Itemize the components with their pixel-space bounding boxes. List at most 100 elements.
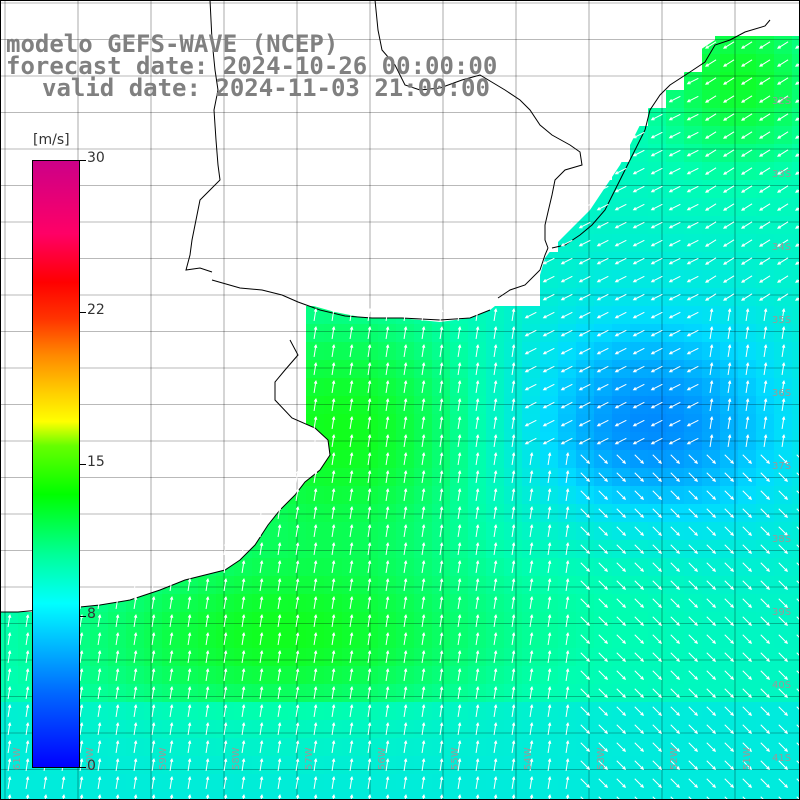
wind-arrow-head bbox=[632, 333, 637, 337]
wind-arrow bbox=[724, 508, 734, 518]
wind-arrow-head bbox=[547, 793, 552, 799]
wind-arrow bbox=[795, 117, 800, 121]
wind-arrow bbox=[615, 383, 627, 391]
wind-arrow bbox=[313, 740, 317, 754]
wind-arrow bbox=[688, 778, 698, 788]
wind-arrow-head bbox=[596, 279, 601, 283]
wind-arrow bbox=[313, 632, 317, 646]
wind-arrow bbox=[633, 329, 645, 337]
wind-arrow bbox=[634, 760, 644, 770]
wind-arrow bbox=[457, 578, 461, 592]
wind-arrow bbox=[529, 506, 533, 520]
wind-arrow-head bbox=[658, 586, 663, 591]
wind-arrow bbox=[223, 704, 227, 718]
wind-arrow-head bbox=[529, 757, 534, 763]
wind-arrow-head bbox=[705, 189, 709, 193]
wind-arrow bbox=[97, 596, 101, 610]
wind-arrow bbox=[349, 740, 353, 754]
wind-arrow bbox=[403, 578, 407, 592]
wind-arrow bbox=[494, 794, 497, 800]
wind-arrow-head bbox=[187, 649, 192, 655]
wind-arrow bbox=[745, 434, 749, 448]
wind-arrow-head bbox=[331, 469, 336, 475]
wind-arrow-head bbox=[25, 793, 30, 799]
wind-arrow-head bbox=[421, 361, 426, 367]
wind-arrow bbox=[687, 383, 699, 391]
wind-arrow-head bbox=[650, 135, 655, 139]
wind-arrow-head bbox=[493, 667, 498, 673]
wind-arrow-head bbox=[766, 658, 771, 663]
wind-arrow-head bbox=[766, 640, 771, 645]
wind-arrow bbox=[561, 383, 573, 391]
wind-arrow-head bbox=[421, 415, 426, 421]
wind-arrow bbox=[724, 742, 734, 752]
wind-arrow-head bbox=[668, 315, 673, 319]
wind-arrow bbox=[313, 596, 317, 610]
wind-arrow bbox=[615, 185, 627, 193]
wind-arrow bbox=[349, 776, 353, 790]
wind-arrow-head bbox=[349, 433, 354, 439]
longitude-label: 55W bbox=[450, 747, 461, 770]
wind-arrow-head bbox=[586, 568, 591, 573]
wind-arrow-head bbox=[759, 81, 763, 85]
wind-arrow bbox=[633, 275, 645, 283]
longitude-label: 60W bbox=[85, 747, 96, 770]
wind-arrow bbox=[777, 239, 789, 247]
wind-arrow bbox=[313, 506, 317, 520]
wind-arrow bbox=[331, 686, 335, 700]
wind-arrow-head bbox=[727, 307, 732, 313]
wind-arrow-head bbox=[586, 658, 591, 663]
wind-arrow bbox=[727, 308, 731, 322]
wind-arrow bbox=[651, 185, 663, 193]
wind-arrow-head bbox=[223, 595, 228, 601]
wind-arrow-head bbox=[730, 640, 735, 645]
wind-arrow-head bbox=[668, 387, 673, 391]
wind-arrow-head bbox=[7, 721, 12, 727]
longitude-labels: 61W 60W 59W 58W 57W 56W 55W 54W 53W 52W 51W bbox=[12, 747, 753, 770]
longitude-label: 54W bbox=[523, 747, 534, 770]
wind-arrow bbox=[547, 524, 551, 538]
wind-arrow-head bbox=[795, 243, 799, 247]
wind-arrow-head bbox=[403, 325, 408, 331]
wind-arrow bbox=[651, 347, 663, 355]
wind-arrow-head bbox=[712, 568, 717, 573]
wind-arrow bbox=[633, 311, 645, 319]
wind-arrow bbox=[403, 524, 407, 538]
wind-arrow-head bbox=[640, 550, 645, 555]
wind-arrow-head bbox=[313, 505, 318, 511]
wind-arrow bbox=[579, 419, 591, 427]
wind-arrow bbox=[475, 488, 479, 502]
wind-arrow-head bbox=[668, 171, 673, 175]
wind-arrow bbox=[511, 380, 515, 394]
wind-arrow bbox=[277, 506, 281, 520]
wind-arrow-head bbox=[493, 343, 498, 349]
wind-arrow bbox=[512, 794, 515, 800]
wind-arrow-head bbox=[578, 279, 583, 283]
wind-arrow bbox=[277, 776, 281, 790]
wind-arrow-head bbox=[741, 45, 745, 49]
wind-arrow bbox=[724, 796, 729, 800]
wind-arrow-head bbox=[614, 171, 619, 175]
wind-arrow bbox=[331, 596, 335, 610]
wind-arrow-head bbox=[385, 685, 390, 691]
wind-arrow-head bbox=[614, 333, 619, 337]
wind-arrow bbox=[706, 706, 716, 716]
wind-arrow-head bbox=[133, 703, 138, 709]
wind-arrow bbox=[403, 542, 407, 556]
wind-arrow-head bbox=[709, 415, 714, 421]
wind-arrow bbox=[331, 632, 335, 646]
wind-arrow-head bbox=[547, 757, 552, 763]
wind-arrow-head bbox=[748, 784, 753, 789]
wind-arrow-head bbox=[622, 568, 627, 573]
wind-arrow bbox=[579, 221, 591, 229]
wind-arrow bbox=[367, 722, 371, 736]
colorbar-unit: [m/s] bbox=[33, 132, 70, 148]
wind-arrow bbox=[313, 470, 317, 484]
wind-arrow-head bbox=[694, 748, 699, 753]
wind-arrow bbox=[79, 758, 83, 772]
wind-arrow-head bbox=[622, 640, 627, 645]
wind-arrow bbox=[421, 614, 425, 628]
wind-arrow-head bbox=[586, 784, 591, 789]
wind-arrow bbox=[421, 434, 425, 448]
wind-arrow bbox=[778, 472, 788, 482]
